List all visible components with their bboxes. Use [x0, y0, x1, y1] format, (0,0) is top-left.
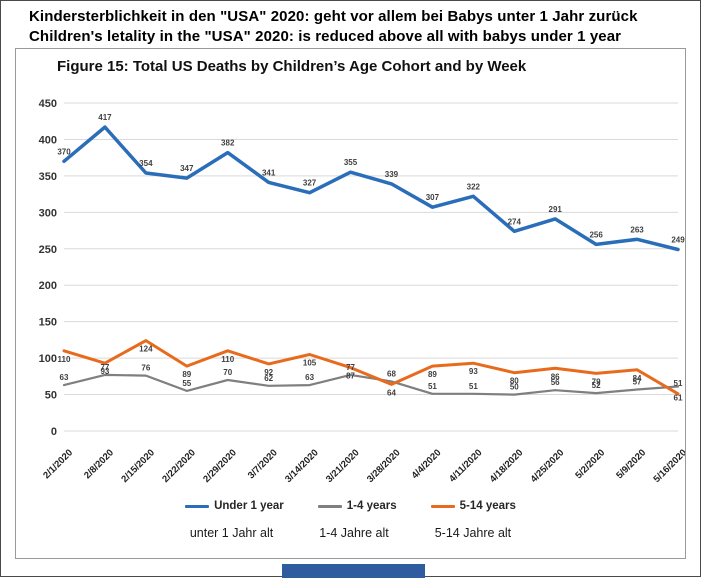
x-axis-tick-label: 3/28/2020 — [365, 447, 403, 485]
data-label-5-14-years: 89 — [182, 370, 191, 379]
y-axis-tick-label: 200 — [39, 280, 57, 292]
legend-label-de-under-1-year: unter 1 Jahr alt — [189, 526, 274, 540]
x-axis-tick-label: 4/11/2020 — [447, 447, 484, 484]
x-axis-tick-label: 3/21/2020 — [324, 447, 362, 485]
data-label-5-14-years: 64 — [387, 388, 396, 397]
x-axis-tick-label: 2/22/2020 — [160, 447, 198, 485]
data-label-1-4-years: 62 — [264, 374, 273, 383]
data-label-5-14-years: 84 — [633, 374, 642, 383]
data-label-1-4-years: 55 — [182, 379, 191, 388]
y-axis-tick-label: 100 — [39, 353, 57, 365]
x-axis-tick-label: 4/25/2020 — [529, 447, 567, 485]
data-label-5-14-years: 93 — [469, 367, 478, 376]
x-axis-tick-label: 4/4/2020 — [410, 447, 444, 481]
y-axis-tick-label: 50 — [45, 390, 57, 402]
data-label-under-1-year: 347 — [180, 164, 194, 173]
data-label-under-1-year: 263 — [630, 225, 644, 234]
data-label-under-1-year: 307 — [426, 193, 440, 202]
x-axis-tick-label: 5/16/2020 — [651, 447, 685, 485]
data-label-5-14-years: 86 — [551, 372, 560, 381]
data-label-under-1-year: 355 — [344, 158, 358, 167]
chart-legend: Under 1 year 1-4 years 5-14 years — [16, 500, 685, 512]
data-label-5-14-years: 89 — [428, 370, 437, 379]
data-label-1-4-years: 68 — [387, 369, 396, 378]
x-axis-tick-label: 3/14/2020 — [283, 447, 321, 485]
data-label-5-14-years: 79 — [592, 377, 601, 386]
data-label-under-1-year: 341 — [262, 168, 276, 177]
legend-entry-1-4-years: 1-4 years — [317, 500, 397, 512]
series-line-5-14-years — [62, 339, 680, 396]
data-label-under-1-year: 322 — [467, 182, 481, 191]
line-chart-plot: 0 50 100 150 200 250 300 350 400 450 2/1/2020 2/8/2… — [39, 98, 685, 485]
x-axis-tick-label: 2/1/2020 — [41, 447, 75, 481]
data-label-under-1-year: 370 — [57, 147, 71, 156]
y-axis-tick-label: 0 — [51, 426, 57, 438]
legend-entry-5-14-years: 5-14 years — [430, 500, 516, 512]
bottom-blue-bar — [282, 564, 425, 578]
page-title-english: Children's letality in the "USA" 2020: i… — [29, 28, 622, 45]
data-label-5-14-years: 51 — [674, 379, 683, 388]
data-label-under-1-year: 339 — [385, 170, 399, 179]
data-label-1-4-years: 77 — [100, 363, 109, 372]
data-label-under-1-year: 327 — [303, 179, 317, 188]
x-axis-tick-label: 4/18/2020 — [488, 447, 526, 485]
data-label-5-14-years: 110 — [58, 355, 71, 364]
y-axis-tick-label: 300 — [39, 207, 57, 219]
page-title-german: Kindersterblichkeit in den "USA" 2020: g… — [29, 8, 638, 25]
x-axis-tick-label: 3/7/2020 — [246, 447, 280, 481]
legend-label-de-5-14-years: 5-14 Jahre alt — [434, 526, 512, 540]
data-label-5-14-years: 105 — [303, 358, 317, 367]
data-label-under-1-year: 354 — [139, 159, 153, 168]
data-label-1-4-years: 52 — [592, 381, 601, 390]
x-axis-tick-label: 5/2/2020 — [573, 447, 607, 481]
y-axis-tick-label: 450 — [39, 98, 57, 110]
data-label-5-14-years: 124 — [139, 345, 153, 354]
data-label-under-1-year: 256 — [589, 230, 603, 239]
chart-legend-german: unter 1 Jahr alt 1-4 Jahre alt 5-14 Jahr… — [16, 526, 685, 540]
x-axis-tick-label: 2/8/2020 — [82, 447, 116, 481]
data-label-1-4-years: 61 — [674, 394, 683, 403]
data-label-1-4-years: 57 — [633, 377, 642, 386]
data-label-5-14-years: 80 — [510, 377, 519, 386]
legend-label-under-1-year: Under 1 year — [214, 500, 284, 512]
x-axis-tick-label: 5/9/2020 — [614, 447, 648, 481]
x-axis-tick-label: 2/15/2020 — [119, 447, 157, 485]
chart-panel: Figure 15: Total US Deaths by Children’s… — [15, 48, 686, 559]
legend-label-1-4-years: 1-4 years — [346, 500, 397, 512]
y-axis-tick-label: 250 — [39, 244, 57, 256]
legend-swatch-under-1-year — [185, 504, 210, 508]
data-label-1-4-years: 76 — [141, 364, 150, 373]
data-label-1-4-years: 70 — [223, 368, 232, 377]
data-label-5-14-years: 87 — [346, 372, 355, 381]
page-title: Kindersterblichkeit in den "USA" 2020: g… — [29, 7, 689, 47]
legend-entry-under-1-year: Under 1 year — [185, 500, 284, 512]
data-label-5-14-years: 92 — [264, 368, 273, 377]
data-label-1-4-years: 51 — [469, 382, 478, 391]
data-label-5-14-years: 93 — [100, 367, 109, 376]
data-label-under-1-year: 382 — [221, 139, 235, 148]
chart-title: Figure 15: Total US Deaths by Children’s… — [57, 58, 527, 75]
legend-swatch-5-14-years — [430, 504, 455, 508]
legend-swatch-1-4-years — [317, 504, 342, 508]
series-line-under-1-year — [62, 125, 680, 252]
data-label-under-1-year: 274 — [508, 217, 522, 226]
data-label-1-4-years: 51 — [428, 382, 437, 391]
data-label-1-4-years: 50 — [510, 383, 519, 392]
data-label-1-4-years: 63 — [60, 373, 69, 382]
legend-label-de-1-4-years: 1-4 Jahre alt — [319, 526, 389, 540]
y-axis-tick-label: 400 — [39, 134, 57, 146]
data-label-under-1-year: 291 — [549, 205, 563, 214]
x-axis-tick-label: 2/29/2020 — [201, 447, 239, 485]
data-label-1-4-years: 77 — [346, 363, 355, 372]
data-label-5-14-years: 110 — [221, 355, 234, 364]
y-axis-tick-label: 350 — [39, 171, 57, 183]
data-label-under-1-year: 249 — [671, 236, 685, 245]
data-label-1-4-years: 63 — [305, 373, 314, 382]
legend-label-5-14-years: 5-14 years — [459, 500, 516, 512]
y-axis-tick-label: 150 — [39, 317, 57, 329]
series-line-1-4-years — [62, 373, 680, 396]
data-label-1-4-years: 56 — [551, 378, 560, 387]
data-label-under-1-year: 417 — [98, 113, 112, 122]
